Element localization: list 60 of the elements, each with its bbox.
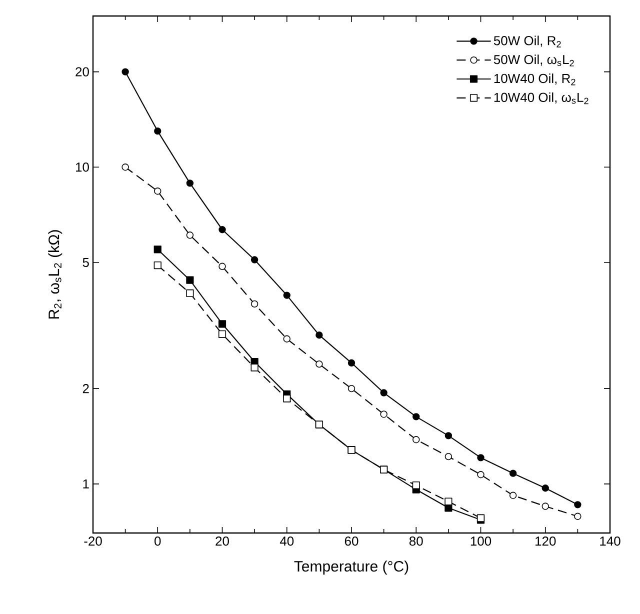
point <box>316 360 323 368</box>
point <box>154 188 162 195</box>
y-tick-label: 1 <box>83 479 89 488</box>
point <box>283 394 291 402</box>
point <box>250 300 258 308</box>
point <box>444 498 452 506</box>
x-tick-label: 0 <box>154 536 161 546</box>
point <box>250 364 258 372</box>
point <box>574 501 582 508</box>
x-tick-label: 140 <box>600 536 620 546</box>
point <box>444 452 452 460</box>
point <box>509 470 517 477</box>
point <box>348 384 356 392</box>
point <box>380 410 388 418</box>
point <box>283 335 290 342</box>
point <box>218 320 226 328</box>
x-tick-label: 120 <box>536 536 556 546</box>
point <box>444 432 452 440</box>
x-tick-label: 80 <box>409 536 423 546</box>
point <box>186 289 194 297</box>
point <box>218 330 226 338</box>
y-tick-label: 2 <box>82 384 89 394</box>
y-tick-label: 20 <box>76 67 89 76</box>
point <box>542 484 549 492</box>
point <box>380 389 388 396</box>
point <box>283 292 290 299</box>
point <box>186 276 194 284</box>
point <box>542 502 549 510</box>
point <box>154 246 162 254</box>
legend-label: 50W Oil, ω$_{s}$L$_{2}$ <box>494 54 574 66</box>
point <box>509 492 517 499</box>
point <box>477 454 484 462</box>
point <box>154 127 162 135</box>
point <box>122 164 129 171</box>
legend-label: 10W40 Oil, R$_{2}$ <box>494 74 576 86</box>
point <box>348 359 356 367</box>
point <box>250 256 258 264</box>
point <box>186 180 194 187</box>
y-tick-label: 10 <box>76 162 89 172</box>
point <box>218 226 226 234</box>
x-tick-label: 40 <box>280 536 294 546</box>
point <box>154 261 162 270</box>
x-tick-label: 20 <box>216 536 229 546</box>
x-tick-label: 60 <box>344 536 358 546</box>
point <box>218 262 226 270</box>
point <box>122 68 129 76</box>
x-tick-label: 100 <box>470 536 492 546</box>
y-tick-label: 5 <box>82 258 89 268</box>
point <box>412 436 420 444</box>
point <box>412 482 420 490</box>
legend-label: 50W Oil, R$_{2}$ <box>494 36 561 48</box>
point <box>316 332 323 339</box>
x-axis-title: Temperature (°C) <box>294 560 408 575</box>
legend-label: 10W40 Oil, ω$_{s}$L$_{2}$ <box>494 92 588 104</box>
point <box>186 232 194 239</box>
x-tick-label: -20 <box>84 536 102 546</box>
point <box>412 413 420 420</box>
point <box>477 471 484 478</box>
point <box>574 512 582 520</box>
y-axis-title: R$_{2}$, ω$_{s}$L$_{2}$ (kΩ) <box>48 230 62 319</box>
